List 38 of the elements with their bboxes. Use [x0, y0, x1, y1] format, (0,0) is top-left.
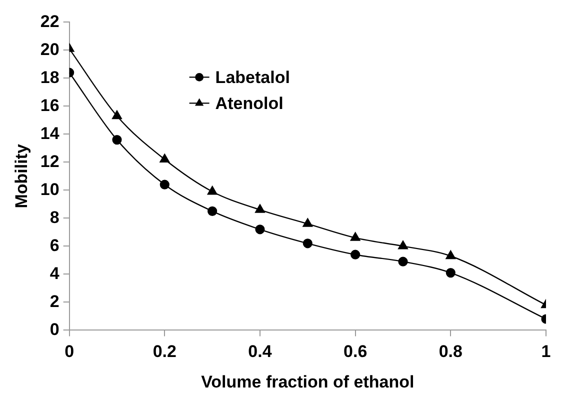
y-axis-title: Mobility	[12, 144, 31, 208]
point	[160, 154, 170, 162]
y-tick-label: 16	[40, 96, 60, 115]
point	[350, 232, 360, 241]
x-tick-label: 0.2	[152, 342, 176, 362]
y-tick-label: 20	[40, 40, 60, 59]
y-tick-label: 12	[40, 152, 60, 171]
point	[302, 238, 312, 248]
point	[207, 186, 218, 195]
y-tick-label: 8	[50, 208, 60, 227]
point	[208, 206, 218, 216]
point	[112, 135, 122, 145]
y-tick-label: 14	[40, 124, 60, 143]
point	[398, 256, 408, 266]
x-tick-label: 1	[541, 342, 551, 362]
x-tick-label: 0.4	[248, 342, 272, 362]
x-tick-label: 0.8	[438, 342, 462, 362]
legend-label: Atenolol	[215, 94, 284, 113]
point	[350, 250, 360, 260]
point	[446, 268, 456, 278]
legend-label: Labetalol	[215, 68, 290, 87]
point	[446, 250, 456, 260]
point	[160, 180, 170, 190]
x-tick-label: 0.6	[344, 342, 368, 362]
point	[255, 204, 265, 213]
x-axis-title: Volume fraction of ethanol	[201, 372, 414, 392]
x-tick-label: 0	[64, 342, 74, 362]
point	[302, 218, 313, 227]
y-tick-label: 6	[50, 236, 60, 255]
y-tick-label: 10	[40, 180, 60, 199]
y-tick-label: 4	[50, 264, 60, 283]
point	[398, 240, 408, 250]
point	[255, 224, 265, 234]
y-tick-label: 2	[50, 292, 60, 311]
y-tick-label: 0	[50, 320, 60, 339]
y-tick-label: 22	[40, 12, 60, 31]
y-tick-label: 18	[40, 68, 60, 87]
point	[112, 110, 122, 120]
